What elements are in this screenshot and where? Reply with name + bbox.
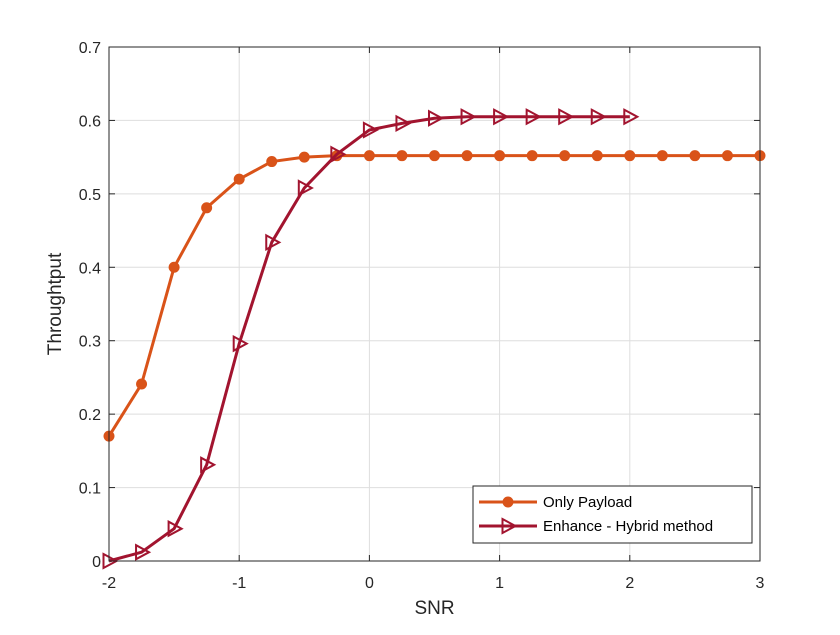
data-point (396, 150, 408, 162)
data-point (493, 108, 510, 126)
y-axis-label: Throughtput (45, 252, 66, 355)
data-point (494, 150, 506, 162)
data-point (623, 108, 640, 126)
data-point (330, 145, 347, 163)
legend-entry: Only Payload (479, 494, 632, 511)
data-point (590, 108, 607, 126)
legend-marker (501, 517, 518, 535)
y-tick-label: 0.3 (79, 334, 101, 351)
legend: Only Payload Enhance - Hybrid method (472, 485, 753, 544)
data-point (526, 150, 538, 162)
data-point (362, 121, 380, 139)
x-axis-label: SNR (414, 598, 454, 619)
data-point (591, 150, 603, 162)
series-2 (102, 108, 640, 570)
legend-marker (502, 496, 514, 508)
data-point (136, 378, 148, 390)
data-point (201, 202, 213, 214)
x-tick-label: 3 (756, 575, 765, 592)
y-tick-label: 0.6 (79, 113, 101, 130)
data-point (232, 334, 249, 353)
data-point (559, 150, 571, 162)
data-point (168, 261, 180, 273)
y-tick-label: 0.5 (79, 187, 101, 204)
data-point (298, 151, 310, 163)
legend-box (472, 485, 753, 544)
y-tick-label: 0.4 (79, 260, 101, 277)
data-point (266, 156, 278, 168)
data-point (135, 543, 152, 561)
plot-area-frame (108, 46, 761, 562)
y-tick-label: 0.2 (79, 407, 101, 424)
y-tick-label: 0.7 (79, 40, 101, 57)
data-point (233, 173, 245, 185)
x-tick-label: 0 (365, 575, 374, 592)
legend-entry: Enhance - Hybrid method (479, 517, 713, 535)
data-point (721, 150, 733, 162)
x-tick-label: -2 (102, 575, 116, 592)
data-point (460, 108, 477, 126)
y-tick-label: 0 (92, 554, 101, 571)
x-tick-label: 1 (495, 575, 504, 592)
data-point (656, 150, 668, 162)
data-point (265, 233, 282, 251)
grid-lines (108, 46, 761, 562)
legend-label: Only Payload (543, 494, 632, 511)
series-line (107, 154, 760, 437)
data-point (297, 179, 314, 197)
tick-labels: -2 -1 0 1 2 3 0 0.1 0.2 0.3 0.4 0.5 0.6 0.7 (79, 40, 765, 592)
data-point (395, 114, 412, 133)
x-tick-label: 2 (625, 575, 634, 592)
data-point (689, 150, 701, 162)
data-point (525, 108, 542, 126)
data-point (461, 150, 473, 162)
x-tick-label: -1 (232, 575, 246, 592)
data-point (428, 109, 445, 127)
data-point (167, 520, 184, 538)
data-point (558, 108, 575, 126)
data-point (363, 150, 375, 162)
data-point (624, 150, 636, 162)
data-point (102, 552, 119, 570)
data-point (429, 150, 440, 162)
axis-ticks (108, 46, 761, 562)
y-tick-label: 0.1 (79, 481, 101, 498)
legend-label: Enhance - Hybrid method (543, 518, 713, 535)
data-point (200, 456, 217, 474)
series-line (108, 115, 630, 563)
